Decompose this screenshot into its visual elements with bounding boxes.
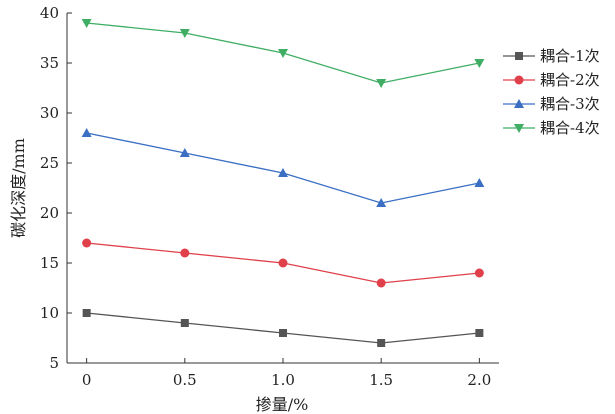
chart-series	[81, 19, 485, 347]
y-tick-label: 20	[40, 204, 59, 222]
y-tick-label: 30	[40, 104, 59, 122]
legend-label: 耦合-4次	[540, 119, 600, 137]
data-point	[474, 268, 484, 278]
y-tick-label: 15	[40, 254, 59, 272]
legend-item-3: 耦合-3次	[503, 95, 600, 113]
data-point	[475, 329, 484, 337]
x-tick-label: 1.5	[369, 371, 393, 389]
legend-label: 耦合-1次	[540, 47, 600, 65]
data-point	[376, 198, 387, 207]
y-tick-label: 35	[40, 54, 59, 72]
data-point	[278, 49, 288, 58]
series-1	[82, 309, 484, 347]
legend-marker	[514, 124, 524, 133]
data-point	[278, 168, 288, 177]
y-tick-label: 40	[40, 4, 59, 22]
x-tick-label: 0.5	[173, 371, 197, 389]
legend-item-2: 耦合-2次	[503, 71, 600, 89]
series-2	[82, 238, 484, 288]
legend-marker	[515, 52, 523, 60]
legend-item-4: 耦合-4次	[503, 119, 600, 137]
x-tick-label: 2.0	[467, 371, 491, 389]
y-tick-label: 10	[40, 304, 59, 322]
legend-item-1: 耦合-1次	[503, 47, 600, 65]
data-point	[179, 29, 190, 38]
data-point	[376, 278, 386, 288]
data-point	[81, 128, 92, 137]
data-point	[474, 59, 485, 68]
data-point	[179, 148, 190, 157]
series-line	[86, 312, 480, 344]
data-point	[278, 258, 288, 268]
data-point	[81, 19, 92, 28]
y-axis-label: 碳化深度/mm	[9, 138, 28, 238]
legend-label: 耦合-3次	[540, 95, 600, 113]
legend-marker	[514, 75, 524, 85]
data-point	[82, 238, 92, 248]
data-point	[474, 178, 485, 187]
data-point	[279, 329, 287, 337]
data-point	[180, 248, 190, 258]
x-tick-label: 1.0	[271, 371, 295, 389]
series-3	[81, 128, 485, 207]
legend-label: 耦合-2次	[540, 71, 600, 89]
x-axis-label: 掺量/%	[256, 395, 309, 414]
chart-axes: 5 10 15 20 25 30 35 40 0 0.5 1.0 1.5 2.0	[40, 4, 499, 389]
data-point	[376, 79, 387, 88]
legend-marker	[514, 99, 524, 108]
y-tick-label: 25	[40, 154, 59, 172]
x-tick-label: 0	[82, 371, 92, 389]
data-point	[180, 319, 189, 327]
y-tick-label: 5	[49, 354, 59, 372]
data-point	[377, 339, 386, 347]
data-point	[82, 309, 91, 317]
series-4	[81, 19, 485, 88]
